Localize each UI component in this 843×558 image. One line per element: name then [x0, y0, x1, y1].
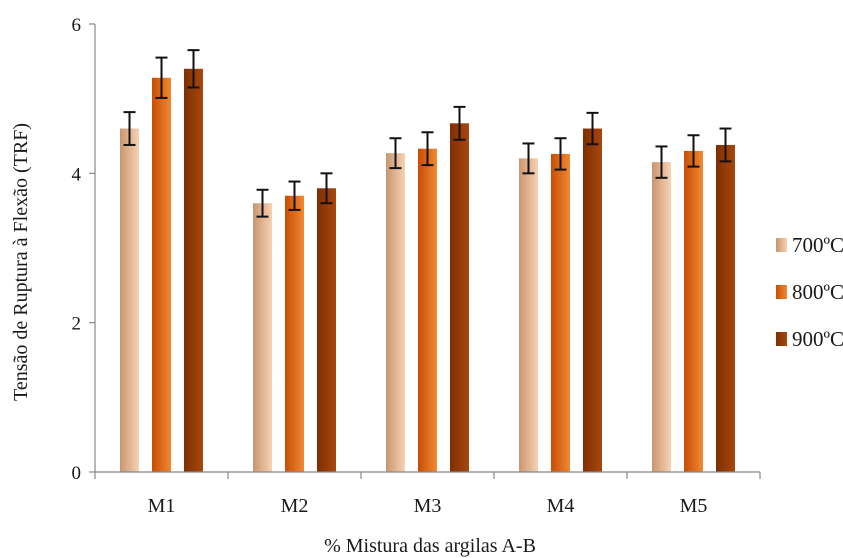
y-axis-title: Tensão de Ruptura à Flexão (TRF)	[10, 123, 32, 401]
bar-m3-series-1	[386, 153, 405, 472]
x-tick-label: M3	[414, 495, 442, 517]
y-tick-label: 0	[72, 463, 82, 484]
bar-m3-series-3	[450, 123, 469, 472]
x-tick-label: M5	[680, 495, 708, 517]
x-axis-title: % Mistura das argilas A-B	[324, 535, 536, 557]
legend: 700ºC 800ºC 900ºC	[776, 233, 843, 351]
legend-swatch-series-2	[776, 285, 787, 299]
bar-m1-series-2	[152, 77, 171, 472]
legend-swatch-series-3	[776, 332, 787, 346]
legend-label-series-1: 700ºC	[792, 233, 843, 257]
error-bars-layer	[123, 49, 732, 218]
legend-label-series-2: 800ºC	[792, 280, 843, 304]
y-tick-label: 2	[72, 314, 82, 335]
x-tick-label: M1	[148, 495, 176, 517]
bar-m1-series-3	[184, 68, 203, 473]
bars-layer	[120, 68, 735, 473]
bar-m5-series-2	[684, 150, 703, 472]
bar-m5-series-3	[716, 144, 735, 472]
legend-swatch-series-1	[776, 238, 787, 252]
bar-m4-series-2	[551, 153, 570, 473]
bar-m5-series-1	[652, 162, 671, 472]
bar-m4-series-3	[583, 128, 602, 473]
bar-m1-series-1	[120, 128, 139, 473]
x-tick-label: M2	[281, 495, 309, 517]
bar-m2-series-3	[317, 188, 336, 472]
legend-label-series-3: 900ºC	[792, 327, 843, 351]
bar-m2-series-2	[285, 195, 304, 472]
axes: 0 2 4 6 M1 M2 M3 M4 M5	[72, 15, 761, 517]
y-tick-label: 4	[72, 164, 82, 185]
bar-m4-series-1	[519, 158, 538, 472]
x-tick-label: M4	[547, 495, 575, 517]
y-tick-label: 6	[72, 15, 82, 36]
bar-m2-series-1	[253, 203, 272, 472]
bar-m3-series-2	[418, 148, 437, 472]
